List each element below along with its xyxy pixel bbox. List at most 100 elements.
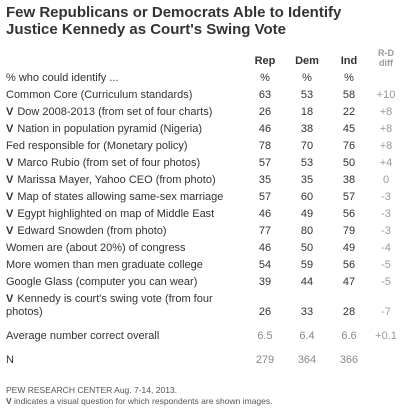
table-row: Google Glass (computer you can wear) 39 44… [6,274,402,291]
visual-marker: V [6,174,14,186]
cell: 22 [342,106,356,118]
column-header: Dem [295,55,319,67]
row-label-cell: Common Core (Curriculum standards) [6,87,244,104]
cell: 57 [258,157,272,169]
cell: 77 [258,225,272,237]
cell: 80 [300,225,314,237]
row-label-cell: V Map of states allowing same-sex marriag… [6,189,244,206]
column-header: Ind [340,55,358,67]
note: V indicates a visual question for which … [6,396,273,407]
row-label: Edward Snowden (from photo) [17,225,167,237]
cell: 45 [342,123,356,135]
table-row: More women than men graduate college 54 59… [6,257,402,274]
cell: 366 [339,354,359,366]
cell: 60 [300,191,314,203]
row-label-cell: Women are (about 20%) of congress [6,240,244,257]
cell: 58 [342,89,356,101]
table-row: V Nation in population pyramid (Nigeria) 4… [6,121,402,138]
cell: 28 [342,306,356,318]
visual-marker: V [6,208,14,220]
note-marker: V [6,396,12,406]
cell: 47 [342,276,356,288]
cell: 6.5 [257,330,273,342]
table-row: Common Core (Curriculum standards) 63 53 58… [6,87,402,104]
cell: 79 [342,225,356,237]
unit: % [344,72,354,84]
cell: -3 [381,208,391,220]
cell: 56 [342,208,356,220]
table-row: Fed responsible for (Monetary policy) 78 7… [6,138,402,155]
header-row: Rep Dem Ind R-D diff [6,46,402,70]
visual-marker: V [6,293,14,305]
cell: -5 [381,259,391,271]
cell: 18 [300,106,314,118]
row-label: Nation in population pyramid (Nigeria) [17,123,202,135]
visual-marker: V [6,123,14,135]
cell: -7 [381,306,391,318]
cell: +0.1 [375,330,397,342]
cell: 63 [258,89,272,101]
cell: 76 [342,140,356,152]
table: Rep Dem Ind R-D diff % who could identify ..… [6,46,402,369]
column-header: R-D diff [378,48,394,68]
cell: 49 [342,242,356,254]
row-label-cell: V Dow 2008-2013 (from set of four charts) [6,104,244,121]
cell: 54 [258,259,272,271]
row-label: Egypt highlighted on map of Middle East [17,208,215,220]
footer: PEW RESEARCH CENTER Aug. 7-14, 2013. V i… [6,385,273,407]
cell: +4 [379,157,393,169]
cell: 26 [258,106,272,118]
table-row: Women are (about 20%) of congress 46 50 49 -… [6,240,402,257]
table-row: V Dow 2008-2013 (from set of four charts)… [6,104,402,121]
cell: 39 [258,276,272,288]
cell: 364 [297,354,317,366]
row-label: Women are (about 20%) of congress [6,242,186,254]
cell: 56 [342,259,356,271]
summary-label: Average number correct overall [6,330,160,342]
cell: 53 [300,89,314,101]
row-label-cell: V Marissa Mayer, Yahoo CEO (from photo) [6,172,244,189]
row-label-cell: V Egypt highlighted on map of Middle East [6,206,244,223]
cell: 38 [342,174,356,186]
row-label-cell: V Marco Rubio (from set of four photos) [6,155,244,172]
lead: % who could identify ... [6,72,119,84]
summary-label: N [6,354,14,366]
title-line: Few Republicans or Democrats Able to Ide… [6,4,342,21]
column-header: Rep [254,55,276,67]
title-line: Justice Kennedy as Court's Swing Vote [6,21,287,38]
visual-marker: V [6,191,14,203]
cell: 46 [258,242,272,254]
summary-row: N 279 364 366 [6,345,402,369]
cell: 44 [300,276,314,288]
cell: 0 [382,174,390,186]
table-row: V Marco Rubio (from set of four photos) 57… [6,155,402,172]
table-row: V Kennedy is court's swing vote (from fou… [6,291,402,321]
cell: 57 [342,191,356,203]
cell: 33 [300,306,314,318]
cell: 46 [258,123,272,135]
cell: 35 [300,174,314,186]
row-label: Google Glass (computer you can wear) [6,276,198,288]
row-label-cell: V Edward Snowden (from photo) [6,223,244,240]
cell: 50 [300,242,314,254]
row-label-cell: Google Glass (computer you can wear) [6,274,244,291]
cell: 279 [255,354,275,366]
row-label-cell: V Kennedy is court's swing vote (from fou… [6,291,244,321]
row-label: Map of states allowing same-sex marriage [17,191,224,203]
cell: 53 [300,157,314,169]
cell: +10 [376,89,396,101]
cell: +8 [379,140,393,152]
cell: 57 [258,191,272,203]
cell: 49 [300,208,314,220]
table-row: V Marissa Mayer, Yahoo CEO (from photo) 35… [6,172,402,189]
table-row: V Edward Snowden (from photo) 77 80 79 -3 [6,223,402,240]
row-label: Kennedy is court's swing vote (from four… [6,293,213,318]
cell: -3 [381,225,391,237]
cell: +8 [379,123,393,135]
note-text: indicates a visual question for which re… [14,396,273,406]
row-label: More women than men graduate college [6,259,203,271]
cell: 50 [342,157,356,169]
cell: 6.6 [341,330,357,342]
row-label: Marissa Mayer, Yahoo CEO (from photo) [17,174,216,186]
summary-row: Average number correct overall 6.5 6.4 6.6 +… [6,321,402,345]
